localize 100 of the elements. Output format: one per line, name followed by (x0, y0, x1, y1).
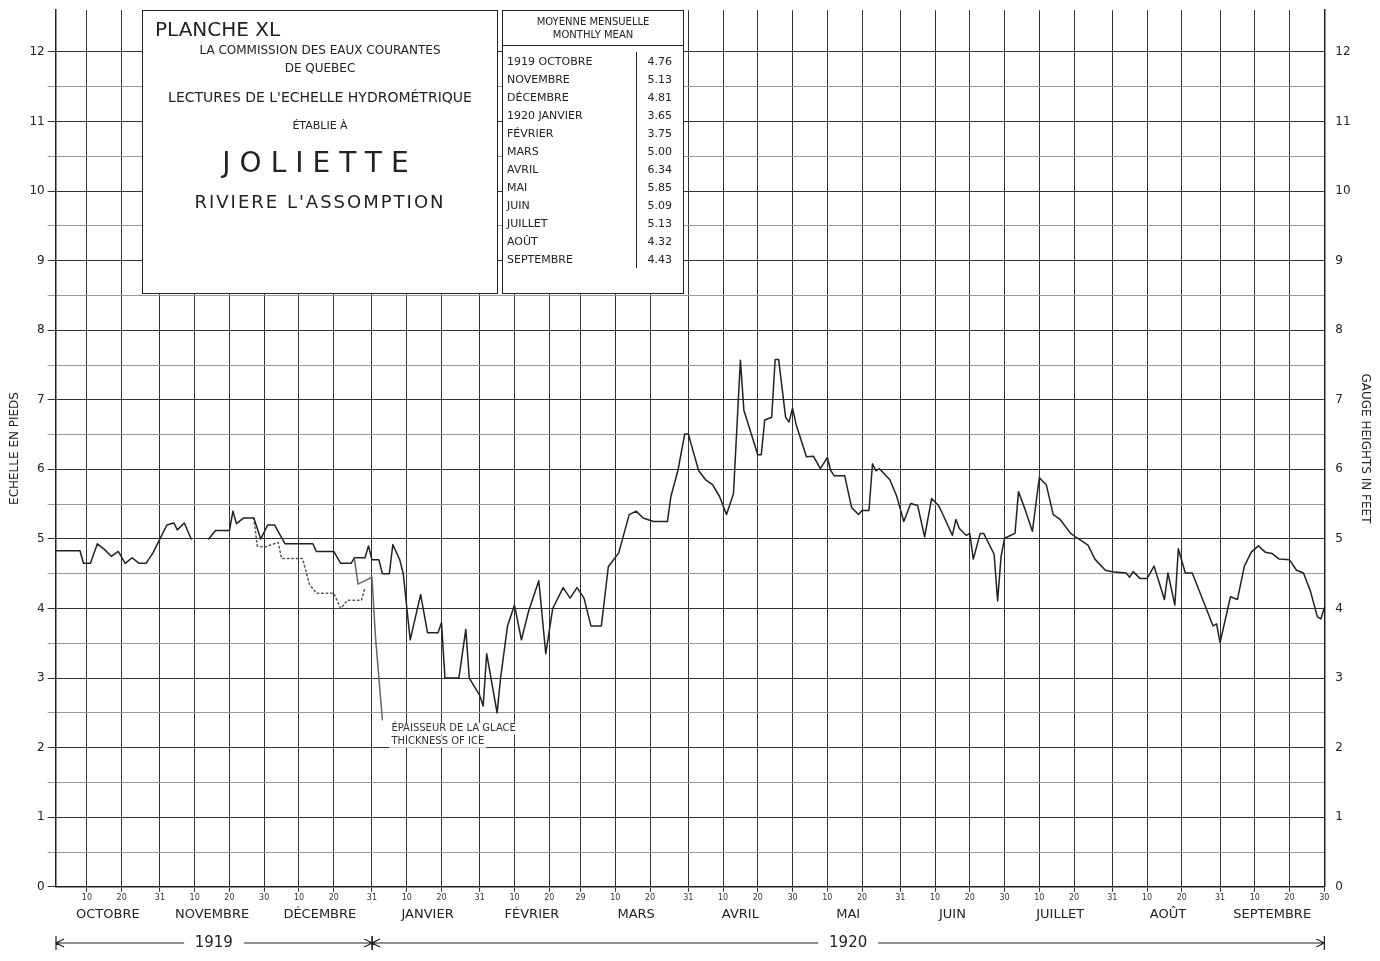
y2-tick-label: 7 (1335, 391, 1343, 406)
x2-tick-label: AOÛT (1149, 905, 1187, 921)
category-label: MAI (506, 179, 529, 196)
x-tick-label: 20 (1068, 892, 1080, 902)
x-tick-label: 31 (366, 892, 378, 902)
category-label: AOÛT (506, 233, 539, 250)
y-axis-title: ECHELLE EN PIEDS (7, 392, 22, 505)
category-label: JUIN (505, 197, 531, 214)
y-tick-label: 12 (29, 44, 45, 59)
x2-tick-label: MARS (617, 905, 655, 921)
x-tick-label: 31 (474, 892, 485, 902)
data-label: 5.13 (636, 214, 683, 232)
x-tick-label: 20 (1284, 892, 1295, 902)
x-tick-label: 10 (1141, 892, 1153, 902)
x-tick-label: 10 (81, 892, 93, 902)
y2-tick-label: 4 (1335, 600, 1343, 615)
x-tick-label: 20 (964, 892, 975, 902)
y2-tick-label: 1 (1335, 809, 1343, 824)
data-label: 5.00 (636, 142, 683, 160)
y-tick-label: 1 (37, 809, 45, 824)
data-label: 5.85 (636, 178, 683, 196)
y-tick-label: 4 (37, 600, 45, 615)
y2-tick-label: 0 (1335, 878, 1343, 893)
y2-tick-label: 8 (1335, 322, 1343, 337)
data-label: 5.09 (636, 196, 683, 214)
y2-tick-label: 5 (1335, 531, 1343, 546)
text: LA COMMISSION DES EAUX COURANTES (199, 43, 441, 57)
x2-tick-label: NOVEMBRE (174, 905, 250, 921)
x-tick-label: 30 (1319, 892, 1330, 902)
y-tick-label: 9 (37, 252, 45, 267)
data-label: 4.81 (636, 88, 683, 106)
category-label: SEPTEMBRE (506, 251, 574, 268)
y-tick-label: 3 (37, 670, 45, 685)
x-tick-label: 10 (717, 892, 729, 902)
annotation: DE QUEBEC (283, 61, 357, 75)
x-tick-label: 31 (895, 892, 906, 902)
x-tick-label: 20 (328, 892, 339, 902)
data-label: 6.34 (636, 160, 683, 178)
annotation: JOLIETTE (219, 146, 419, 179)
x-tick-label: 20 (116, 892, 127, 902)
y2-tick-label: 6 (1335, 461, 1343, 476)
annotation: LECTURES DE L'ECHELLE HYDROMÉTRIQUE (167, 89, 473, 105)
data-label: 3.65 (636, 106, 683, 124)
data-label: 5.13 (636, 70, 683, 88)
x-tick-label: 10 (929, 892, 941, 902)
category-label: NOVEMBRE (506, 71, 571, 88)
x-tick-label: 30 (999, 892, 1010, 902)
x2-tick-label: MAI (836, 905, 861, 921)
x-tick-label: 10 (610, 892, 621, 902)
x-tick-label: 10 (509, 892, 520, 902)
x-tick-label: 10 (822, 892, 833, 902)
x-tick-label: 20 (224, 892, 235, 902)
y-tick-label: 7 (37, 391, 45, 406)
data-label: 4.43 (636, 250, 683, 268)
category-label: AVRIL (506, 161, 540, 178)
x-tick-label: 31 (154, 892, 166, 902)
x-tick-label: 10 (293, 892, 305, 902)
x-tick-label: 20 (752, 892, 763, 902)
x-tick-label: 20 (1176, 892, 1187, 902)
category-label: 1919 OCTOBRE (506, 53, 594, 70)
x-tick-label: 31 (1214, 892, 1226, 902)
y-tick-label: 8 (37, 322, 45, 337)
x2-tick-label: DÉCEMBRE (283, 905, 357, 921)
chart-title: PLANCHE XL (154, 16, 282, 41)
y2-tick-label: 9 (1335, 252, 1343, 267)
x2-tick-label: JANVIER (400, 905, 454, 921)
y-tick-label: 11 (29, 113, 45, 128)
x-tick-label: 31 (1107, 892, 1118, 902)
data-label: 4.76 (636, 52, 683, 70)
x-tick-label: 30 (259, 892, 270, 902)
y2-axis-title: GAUGE HEIGHTS IN FEET (1358, 373, 1373, 525)
category-label: MARS (506, 143, 540, 160)
x-tick-label: 29 (575, 892, 586, 902)
y2-tick-label: 12 (1335, 44, 1351, 59)
x-tick-label: 20 (644, 892, 656, 902)
y-tick-label: 6 (37, 461, 45, 476)
data-label: 4.32 (636, 232, 683, 250)
x-tick-label: 10 (189, 892, 200, 902)
y-tick-label: 5 (37, 531, 45, 546)
data-label: 3.75 (636, 124, 683, 142)
x2-tick-label: SEPTEMBRE (1233, 905, 1312, 921)
text: 1920 (829, 932, 868, 951)
text: MOYENNE MENSUELLE (535, 15, 651, 28)
y-tick-label: 10 (29, 183, 45, 198)
x2-tick-label: JUIN (937, 905, 966, 921)
x-tick-label: 31 (683, 892, 694, 902)
text: 1919 (194, 932, 233, 951)
y2-tick-label: 3 (1335, 670, 1343, 685)
x2-tick-label: AVRIL (721, 905, 760, 921)
y2-tick-label: 11 (1335, 113, 1351, 128)
y-tick-label: 0 (37, 878, 45, 893)
x-tick-label: 10 (1034, 892, 1045, 902)
category-label: JUILLET (505, 215, 549, 232)
x2-tick-label: OCTOBRE (75, 905, 140, 921)
category-label: 1920 JANVIER (506, 107, 584, 124)
y2-tick-label: 2 (1335, 739, 1343, 754)
category-label: FÉVRIER (506, 125, 555, 142)
y2-tick-label: 10 (1335, 183, 1351, 198)
y-tick-label: 2 (37, 739, 45, 754)
x-tick-label: 10 (401, 892, 412, 902)
